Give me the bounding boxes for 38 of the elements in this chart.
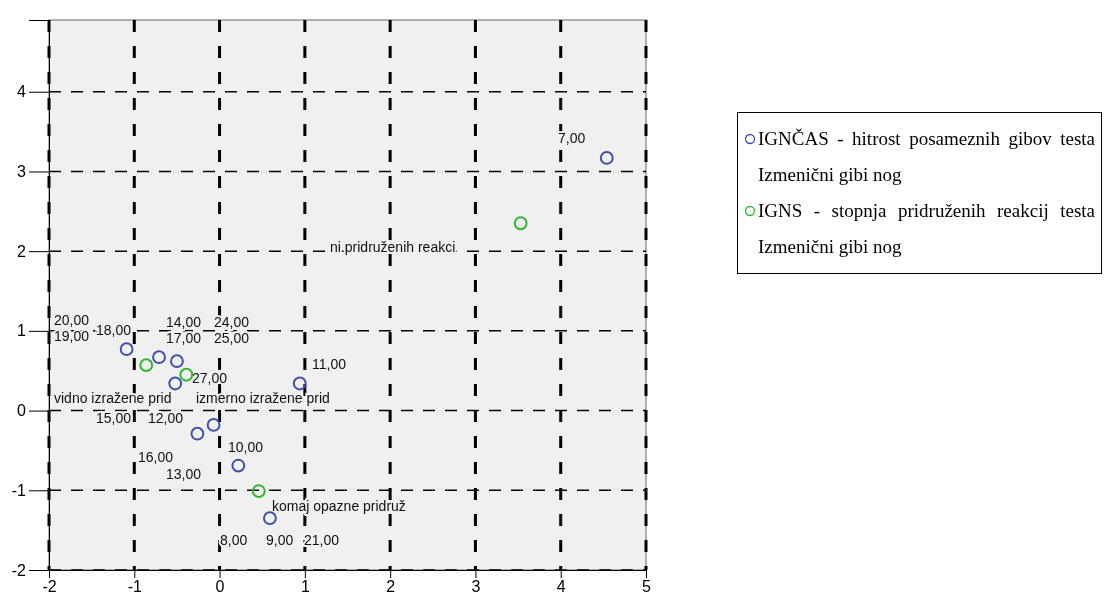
x-tick-label: -1 xyxy=(127,578,142,596)
annotation: 24,00 xyxy=(214,313,250,330)
annotation: 7,00 xyxy=(558,129,586,146)
y-tick-label: 3 xyxy=(17,163,27,181)
annotation: 21,00 xyxy=(304,531,340,548)
legend-label: IGNS - stopnja pridruženih reakcij testa Izmenični gibi nog xyxy=(758,199,1095,259)
y-tick-label: -1 xyxy=(11,481,27,499)
annotation: 17,00 xyxy=(166,329,202,346)
x-tick-label: 3 xyxy=(471,578,481,596)
y-tick-label: 4 xyxy=(17,83,27,101)
annotation: 12,00 xyxy=(148,409,184,426)
x-tick-label: 1 xyxy=(300,578,310,596)
x-tick-label: -2 xyxy=(42,578,57,596)
annotation: 16,00 xyxy=(138,448,174,465)
annotation: 20,00 xyxy=(54,311,90,328)
annotation: 14,00 xyxy=(166,313,202,330)
annotation: komaj opazne pridruž xyxy=(272,497,406,514)
x-tick-label: 0 xyxy=(215,578,225,596)
x-tick-label: 4 xyxy=(556,578,566,596)
y-tick-label: 2 xyxy=(17,242,27,260)
annotation: 11,00 xyxy=(312,355,347,372)
x-tick-label: 2 xyxy=(386,578,396,596)
annotation: 10,00 xyxy=(228,438,264,455)
annotation: 15,00 xyxy=(96,409,132,426)
y-tick-label: -2 xyxy=(11,561,27,579)
annotation: ni pridruženih reakci xyxy=(330,238,456,255)
y-tick-label: 1 xyxy=(17,322,27,340)
annotation: 18,00 xyxy=(96,321,132,338)
annotation: 8,00 xyxy=(220,531,248,548)
legend-label: IGNČAS - hitrost posameznih gibov testa Izmenični gibi nog xyxy=(758,127,1095,187)
annotation: 27,00 xyxy=(192,369,228,386)
annotation: 9,00 xyxy=(266,531,294,548)
annotation: izmerno izražene prid xyxy=(196,389,330,406)
y-tick-label: 0 xyxy=(17,402,27,420)
annotation: 13,00 xyxy=(166,465,202,482)
annotation: vidno izražene prid xyxy=(54,389,172,406)
annotation: 19,00 xyxy=(54,327,90,344)
x-tick-label: 5 xyxy=(642,578,652,596)
